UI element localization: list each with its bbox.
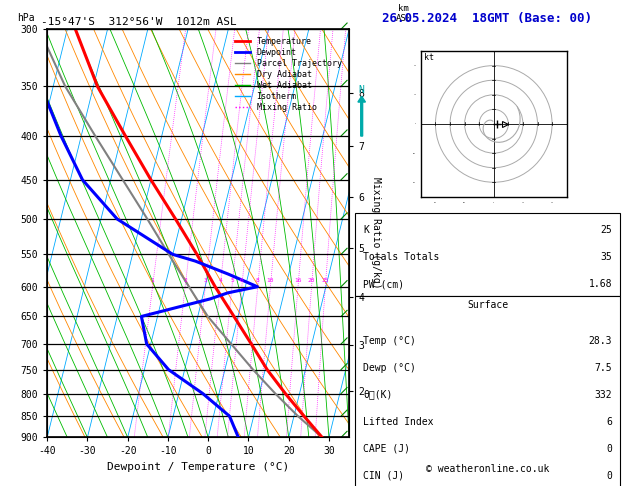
Text: 332: 332 <box>594 390 612 399</box>
Text: 7.5: 7.5 <box>594 363 612 373</box>
Text: 10: 10 <box>267 278 274 283</box>
X-axis label: Dewpoint / Temperature (°C): Dewpoint / Temperature (°C) <box>107 462 289 472</box>
Text: Dewp (°C): Dewp (°C) <box>363 363 416 373</box>
Text: 5: 5 <box>230 278 234 283</box>
Text: CAPE (J): CAPE (J) <box>363 444 410 454</box>
Text: kt: kt <box>424 53 434 62</box>
Text: -15°47'S  312°56'W  1012m ASL: -15°47'S 312°56'W 1012m ASL <box>41 17 237 27</box>
Text: 16: 16 <box>294 278 302 283</box>
Bar <box>355 296 620 486</box>
Text: 4: 4 <box>218 278 222 283</box>
Text: θᴄ(K): θᴄ(K) <box>363 390 392 399</box>
Text: 25: 25 <box>321 278 329 283</box>
Text: 8: 8 <box>256 278 260 283</box>
Y-axis label: Mixing Ratio (g/kg): Mixing Ratio (g/kg) <box>370 177 381 289</box>
Text: 0: 0 <box>606 471 612 481</box>
Text: 25: 25 <box>600 225 612 235</box>
Text: km
ASL: km ASL <box>396 3 411 23</box>
Text: K: K <box>363 225 369 235</box>
Text: 1.68: 1.68 <box>589 279 612 289</box>
Text: 0: 0 <box>606 444 612 454</box>
Text: Surface: Surface <box>467 300 508 310</box>
Text: 20: 20 <box>308 278 315 283</box>
Text: hPa: hPa <box>17 13 35 23</box>
Text: Temp (°C): Temp (°C) <box>363 335 416 346</box>
Text: 26.05.2024  18GMT (Base: 00): 26.05.2024 18GMT (Base: 00) <box>382 12 593 25</box>
Text: CIN (J): CIN (J) <box>363 471 404 481</box>
Text: © weatheronline.co.uk: © weatheronline.co.uk <box>426 464 549 474</box>
Text: PW (cm): PW (cm) <box>363 279 404 289</box>
Text: 1: 1 <box>151 278 154 283</box>
Text: 28.3: 28.3 <box>589 335 612 346</box>
Text: Lifted Index: Lifted Index <box>363 417 433 427</box>
Text: 2: 2 <box>183 278 187 283</box>
Legend: Temperature, Dewpoint, Parcel Trajectory, Dry Adiabat, Wet Adiabat, Isotherm, Mi: Temperature, Dewpoint, Parcel Trajectory… <box>231 34 345 116</box>
Bar <box>355 213 620 296</box>
Text: 35: 35 <box>600 252 612 262</box>
Text: 6: 6 <box>606 417 612 427</box>
Text: Totals Totals: Totals Totals <box>363 252 439 262</box>
Text: 6: 6 <box>240 278 243 283</box>
Text: N: N <box>359 85 365 95</box>
Text: 3: 3 <box>203 278 207 283</box>
